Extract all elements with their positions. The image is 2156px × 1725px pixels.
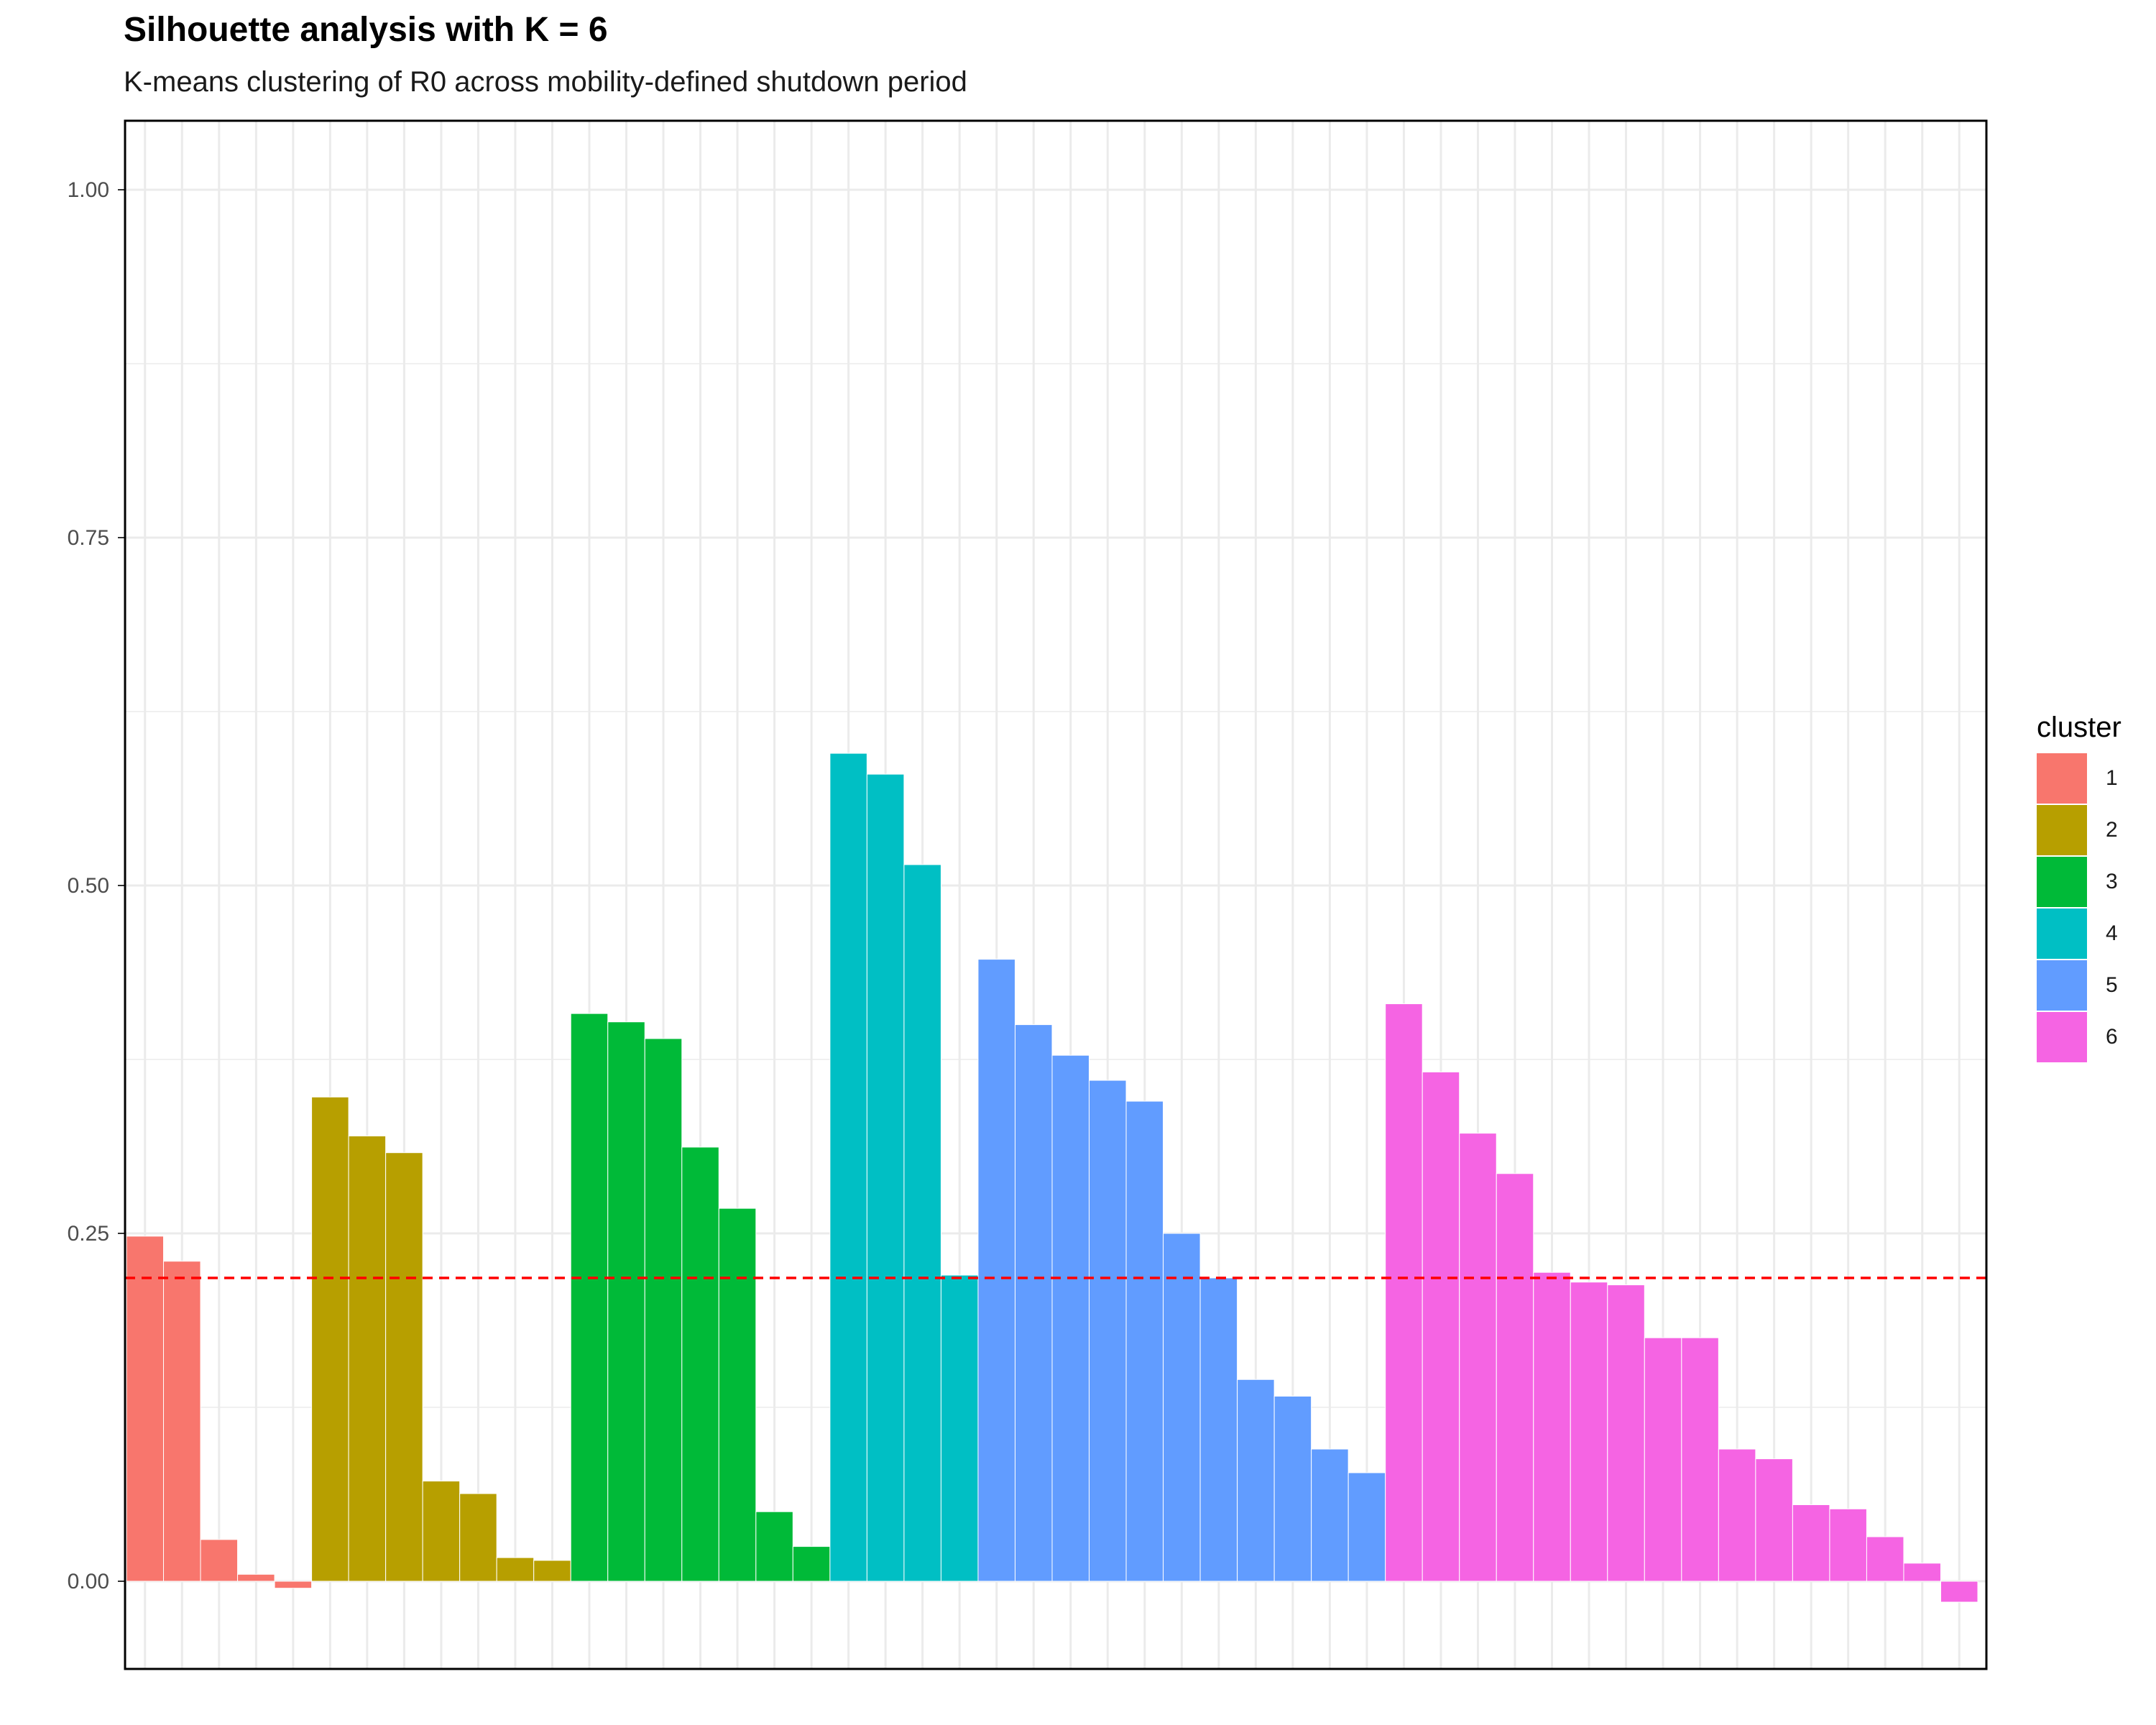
bar-cluster-6-15 <box>1903 1563 1941 1582</box>
legend-label: 4 <box>2106 921 2118 945</box>
bar-cluster-6-14 <box>1866 1536 1904 1582</box>
bar-cluster-2-3 <box>385 1152 423 1582</box>
bar-group <box>126 753 1978 1603</box>
bar-cluster-6-5 <box>1533 1271 1571 1582</box>
legend-swatch <box>2037 908 2087 959</box>
bar-cluster-4-1 <box>829 753 867 1582</box>
bar-cluster-6-16 <box>1940 1581 1978 1603</box>
bar-cluster-1-4 <box>237 1573 275 1582</box>
bar-cluster-6-9 <box>1681 1337 1719 1582</box>
bar-cluster-3-1 <box>570 1013 609 1582</box>
bar-cluster-2-2 <box>348 1135 387 1582</box>
bar-cluster-5-8 <box>1237 1379 1275 1582</box>
bar-cluster-6-8 <box>1644 1337 1682 1582</box>
legend-item-cluster-5: 5 <box>2037 960 2122 1011</box>
bar-cluster-4-4 <box>940 1274 979 1582</box>
y-tick-label: 0.75 <box>68 526 109 550</box>
bar-cluster-5-3 <box>1051 1054 1090 1582</box>
bar-cluster-1-2 <box>163 1261 201 1582</box>
y-axis-ticks: 0.00 0.25 0.50 0.75 1.00 <box>68 178 125 1593</box>
legend-items: 1 2 3 4 5 6 <box>2037 753 2122 1063</box>
legend-label: 5 <box>2106 973 2118 997</box>
bar-cluster-6-11 <box>1755 1458 1793 1582</box>
bar-cluster-6-7 <box>1607 1284 1645 1582</box>
legend-swatch <box>2037 1012 2087 1062</box>
bar-cluster-2-5 <box>459 1493 497 1582</box>
bar-cluster-5-5 <box>1125 1100 1164 1582</box>
legend-item-cluster-6: 6 <box>2037 1011 2122 1063</box>
y-tick-label: 0.00 <box>68 1570 109 1593</box>
bar-cluster-5-7 <box>1199 1277 1238 1582</box>
legend: cluster 1 2 3 4 5 6 <box>2037 712 2122 1063</box>
bar-cluster-3-3 <box>644 1038 683 1582</box>
bar-cluster-5-4 <box>1089 1080 1127 1582</box>
bar-cluster-3-4 <box>681 1146 719 1582</box>
bar-cluster-5-2 <box>1014 1024 1053 1582</box>
legend-item-cluster-1: 1 <box>2037 753 2122 804</box>
chart-title: Silhouette analysis with K = 6 <box>124 11 608 49</box>
legend-item-cluster-4: 4 <box>2037 908 2122 960</box>
bar-cluster-2-7 <box>533 1560 571 1582</box>
legend-label: 1 <box>2106 766 2118 790</box>
bar-cluster-5-10 <box>1311 1448 1349 1582</box>
bar-cluster-3-7 <box>792 1546 831 1582</box>
bar-cluster-4-2 <box>866 773 905 1582</box>
legend-swatch <box>2037 857 2087 907</box>
bar-cluster-1-5 <box>274 1581 313 1589</box>
bar-cluster-2-4 <box>422 1481 461 1582</box>
legend-label: 3 <box>2106 870 2118 893</box>
legend-item-cluster-2: 2 <box>2037 804 2122 856</box>
bar-cluster-3-6 <box>755 1511 793 1582</box>
y-tick-label: 0.50 <box>68 874 109 898</box>
bar-cluster-6-2 <box>1422 1071 1460 1582</box>
bar-cluster-1-3 <box>200 1539 239 1582</box>
legend-swatch <box>2037 753 2087 804</box>
bar-cluster-6-1 <box>1385 1003 1423 1582</box>
bar-cluster-5-1 <box>977 959 1015 1582</box>
bar-cluster-2-6 <box>496 1557 535 1582</box>
bar-cluster-5-6 <box>1163 1233 1201 1582</box>
legend-label: 2 <box>2106 818 2118 842</box>
bar-cluster-6-4 <box>1496 1173 1534 1582</box>
bar-cluster-6-3 <box>1459 1133 1497 1582</box>
legend-item-cluster-3: 3 <box>2037 856 2122 908</box>
bar-cluster-5-11 <box>1348 1472 1386 1582</box>
legend-label: 6 <box>2106 1025 2118 1049</box>
bar-cluster-5-9 <box>1273 1396 1312 1582</box>
bar-cluster-6-10 <box>1718 1448 1756 1582</box>
chart-subtitle: K-means clustering of R0 across mobility… <box>124 66 967 98</box>
bar-cluster-4-3 <box>903 864 941 1582</box>
panel-border <box>124 119 1988 1670</box>
bar-cluster-3-2 <box>607 1021 645 1582</box>
bar-cluster-6-12 <box>1792 1504 1830 1582</box>
bar-cluster-2-1 <box>311 1096 349 1582</box>
legend-swatch <box>2037 960 2087 1011</box>
y-tick-label: 1.00 <box>68 178 109 202</box>
legend-title: cluster <box>2037 712 2122 743</box>
bar-cluster-1-1 <box>126 1236 165 1582</box>
y-tick-label: 0.25 <box>68 1222 109 1246</box>
bar-cluster-6-13 <box>1829 1508 1867 1582</box>
bar-cluster-3-5 <box>718 1208 757 1582</box>
legend-swatch <box>2037 805 2087 855</box>
bar-cluster-6-6 <box>1570 1282 1608 1582</box>
